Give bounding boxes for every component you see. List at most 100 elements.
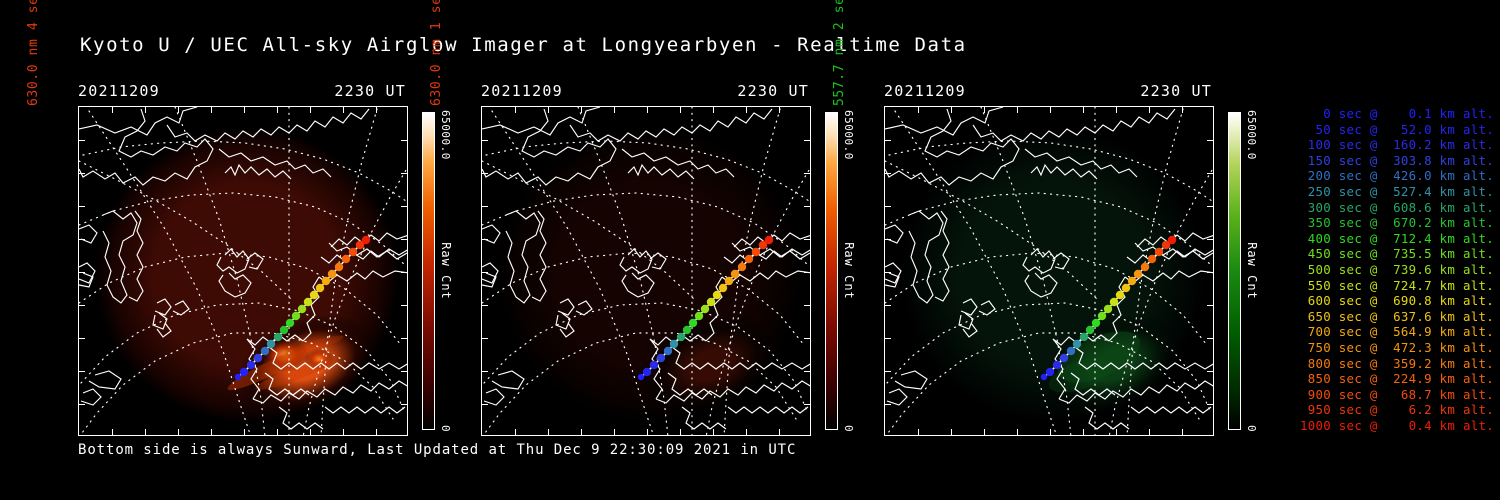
trajectory-point xyxy=(239,367,249,377)
trajectory-point xyxy=(1040,373,1048,381)
trajectory-point xyxy=(1103,304,1113,314)
status-line: Bottom side is always Sunward, Last Upda… xyxy=(78,442,797,458)
trajectory-point xyxy=(694,311,704,321)
legend-row: 300 sec @ 608.6 km alt. xyxy=(1300,199,1494,215)
legend-row: 950 sec @ 6.2 km alt. xyxy=(1300,402,1494,418)
trajectory-point xyxy=(1140,262,1150,272)
trajectory-point xyxy=(1109,297,1119,307)
trajectory-point xyxy=(297,304,307,314)
trajectory-point xyxy=(273,332,283,342)
colorbar-unit-label: Raw Cnt xyxy=(439,242,453,300)
trajectory-point xyxy=(1052,360,1062,370)
colorbar-max-label: 65000.0 xyxy=(1245,110,1258,160)
sky-image-frame[interactable] xyxy=(481,106,811,436)
trajectory-point xyxy=(355,240,365,250)
trajectory-point xyxy=(700,304,710,314)
colorbar-min-label: 0 xyxy=(439,424,452,432)
trajectory-point xyxy=(1059,353,1069,363)
legend-row: 650 sec @ 637.6 km alt. xyxy=(1300,308,1494,324)
panel-vertical-label: 630.0 nm 4 sec intg. @ 250 km xyxy=(26,0,44,106)
trajectory-point xyxy=(1121,283,1131,293)
trajectory-point xyxy=(303,297,313,307)
trajectory-point xyxy=(1085,325,1095,335)
trajectory-point xyxy=(712,290,722,300)
trajectory-point xyxy=(758,240,768,250)
legend-row: 200 sec @ 426.0 km alt. xyxy=(1300,168,1494,184)
legend-row: 750 sec @ 472.3 km alt. xyxy=(1300,339,1494,355)
trajectory-point xyxy=(1045,367,1055,377)
trajectory-point xyxy=(676,332,686,342)
trajectory-point xyxy=(1097,311,1107,321)
trajectory-point xyxy=(309,290,319,300)
trajectory-point xyxy=(1091,318,1101,328)
trajectory-legend: 0 sec @ 0.1 km alt. 50 sec @ 52.0 km alt… xyxy=(1298,106,1494,433)
trajectory-point xyxy=(1133,269,1143,279)
sky-image-frame[interactable] xyxy=(78,106,408,436)
trajectory-point xyxy=(744,254,754,264)
trajectory-point xyxy=(1115,290,1125,300)
colorbar-min-label: 0 xyxy=(1245,424,1258,432)
trajectory-point xyxy=(1072,339,1082,349)
trajectory-point xyxy=(246,360,256,370)
trajectory-point xyxy=(637,373,645,381)
trajectory-point xyxy=(688,318,698,328)
trajectory-point xyxy=(1079,332,1089,342)
colorbar-group: 65000.0 Raw Cnt 0 xyxy=(815,106,873,436)
trajectory-point xyxy=(724,276,734,286)
legend-row: 400 sec @ 712.4 km alt. xyxy=(1300,230,1494,246)
panel-header: 20211209 2230 UT xyxy=(884,82,1214,102)
page-title: Kyoto U / UEC All-sky Airglow Imager at … xyxy=(80,34,967,56)
trajectory-point xyxy=(682,325,692,335)
trajectory-point xyxy=(706,297,716,307)
legend-row: 550 sec @ 724.7 km alt. xyxy=(1300,277,1494,293)
trajectory-point xyxy=(656,353,666,363)
trajectory-point xyxy=(1161,240,1171,250)
trajectory-point xyxy=(718,283,728,293)
sky-image xyxy=(482,107,810,435)
legend-row: 800 sec @ 359.2 km alt. xyxy=(1300,355,1494,371)
legend-row: 0 sec @ 0.1 km alt. xyxy=(1300,106,1494,121)
colorbar-green xyxy=(1228,112,1241,430)
legend-row: 100 sec @ 160.2 km alt. xyxy=(1300,137,1494,153)
sky-image xyxy=(885,107,1213,435)
legend-row: 150 sec @ 303.8 km alt. xyxy=(1300,152,1494,168)
trajectory-point xyxy=(669,339,679,349)
legend-row: 350 sec @ 670.2 km alt. xyxy=(1300,215,1494,231)
trajectory-point xyxy=(1066,346,1076,356)
colorbar-max-label: 65000.0 xyxy=(842,110,855,160)
trajectory-point xyxy=(642,367,652,377)
legend-row: 450 sec @ 735.5 km alt. xyxy=(1300,246,1494,262)
colorbar-red xyxy=(825,112,838,430)
trajectory-point xyxy=(737,262,747,272)
legend-row: 600 sec @ 690.8 km alt. xyxy=(1300,293,1494,309)
legend-row: 250 sec @ 527.4 km alt. xyxy=(1300,183,1494,199)
trajectory-point xyxy=(730,269,740,279)
trajectory-track xyxy=(234,235,371,381)
panel-date: 20211209 xyxy=(884,82,966,100)
trajectory-point xyxy=(1127,276,1137,286)
legend-row: 50 sec @ 52.0 km alt. xyxy=(1300,121,1494,137)
legend-row: 900 sec @ 68.7 km alt. xyxy=(1300,386,1494,402)
trajectory-point xyxy=(285,318,295,328)
trajectory-point xyxy=(341,254,351,264)
trajectory-point xyxy=(266,339,276,349)
trajectory-point xyxy=(260,346,270,356)
legend-row: 500 sec @ 739.6 km alt. xyxy=(1300,261,1494,277)
colorbar-group: 65000.0 Raw Cnt 0 xyxy=(1218,106,1276,436)
panel-date: 20211209 xyxy=(481,82,563,100)
panel-header: 20211209 2230 UT xyxy=(78,82,408,102)
trajectory-point xyxy=(1147,254,1157,264)
trajectory-point xyxy=(751,247,761,257)
panel-header: 20211209 2230 UT xyxy=(481,82,811,102)
legend-row: 850 sec @ 224.9 km alt. xyxy=(1300,371,1494,387)
trajectory-point xyxy=(649,360,659,370)
trajectory-point xyxy=(291,311,301,321)
sky-image-frame[interactable] xyxy=(884,106,1214,436)
panel-time: 2230 UT xyxy=(1140,82,1212,100)
panel-time: 2230 UT xyxy=(737,82,809,100)
colorbar-group: 65000.0 Raw Cnt 0 xyxy=(412,106,470,436)
colorbar-unit-label: Raw Cnt xyxy=(842,242,856,300)
colorbar-red xyxy=(422,112,435,430)
panel-date: 20211209 xyxy=(78,82,160,100)
colorbar-min-label: 0 xyxy=(842,424,855,432)
